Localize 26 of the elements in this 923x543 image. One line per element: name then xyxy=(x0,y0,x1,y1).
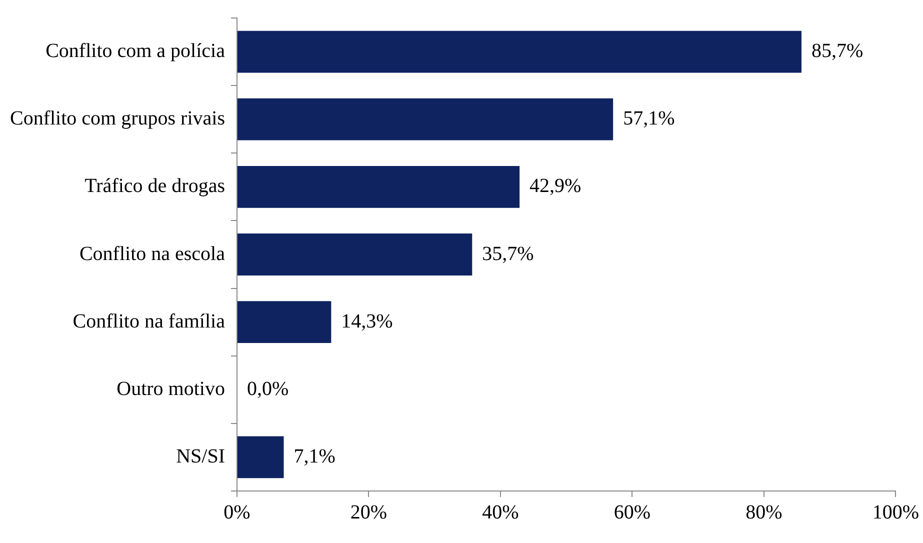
y-tick-label: Tráfico de drogas xyxy=(84,175,226,198)
y-tick-label: Conflito na escola xyxy=(79,242,226,265)
x-tick-label: 80% xyxy=(746,501,782,524)
y-tick-label: Conflito com grupos rivais xyxy=(10,108,226,130)
bar xyxy=(237,234,472,276)
bar xyxy=(237,301,332,344)
y-tick-label: Outro motivo xyxy=(116,378,225,400)
data-label: 14,3% xyxy=(341,310,393,332)
data-label: 35,7% xyxy=(482,242,534,265)
data-label: 57,1% xyxy=(623,108,675,130)
data-label: 42,9% xyxy=(530,175,582,198)
x-tick-label: 100% xyxy=(872,501,920,524)
x-tick-label: 40% xyxy=(482,501,519,524)
y-tick-label: Conflito com a polícia xyxy=(46,40,226,62)
y-tick-label: NS/SI xyxy=(176,445,225,468)
bar xyxy=(237,98,614,140)
x-tick-label: 60% xyxy=(614,501,651,524)
data-label: 85,7% xyxy=(811,40,864,62)
bar xyxy=(237,436,284,478)
bar xyxy=(237,30,802,73)
data-label: 7,1% xyxy=(294,445,336,468)
bar xyxy=(237,166,520,208)
y-tick-label: Conflito na família xyxy=(72,310,226,332)
x-tick-label: 0% xyxy=(224,501,250,524)
data-label: 0,0% xyxy=(246,378,289,400)
x-tick-label: 20% xyxy=(350,501,388,524)
